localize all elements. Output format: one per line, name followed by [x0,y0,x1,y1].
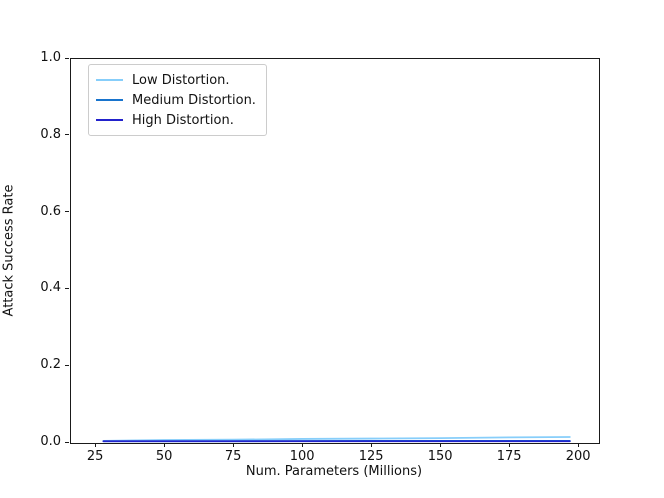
legend-row: High Distortion. [96,110,256,130]
plot-lines [102,436,571,443]
x-axis-label: Num. Parameters (Millions) [245,464,423,479]
x-tick-mark [94,443,96,447]
series-line [102,436,571,442]
legend-label: High Distortion. [132,112,234,128]
y-tick-label: 0.6 [40,203,61,219]
legend: Low Distortion. Medium Distortion. High Di… [88,64,267,136]
legend-row: Low Distortion. [96,70,256,90]
x-tick-label: 200 [565,449,591,464]
y-tick-mark [65,287,69,289]
x-tick-label: 25 [86,449,104,464]
y-tick-mark [65,134,69,136]
y-tick-label: 0.2 [40,357,61,373]
y-tick-label: 0.8 [40,126,61,142]
legend-label: Medium Distortion. [132,92,256,108]
x-tick-label: 75 [224,449,242,464]
y-tick-mark [65,441,69,443]
legend-swatch-line [96,79,123,81]
legend-label: Low Distortion. [132,72,230,88]
x-tick-mark [232,443,234,447]
x-tick-mark [301,443,303,447]
x-tick-label: 50 [155,449,173,464]
x-tick-mark [370,443,372,447]
x-tick-mark [577,443,579,447]
x-tick-label: 150 [427,449,453,464]
y-tick-label: 0.4 [40,280,61,296]
legend-swatch-line [96,119,123,121]
x-tick-mark [508,443,510,447]
y-tick-label: 0.0 [40,434,61,449]
y-axis-label: Attack Success Rate [1,184,17,317]
x-tick-label: 125 [358,449,384,464]
y-tick-mark [65,57,69,59]
legend-row: Medium Distortion. [96,90,256,110]
y-tick-mark [65,364,69,366]
x-tick-mark [439,443,441,447]
legend-swatch-line [96,99,123,101]
x-tick-label: 100 [289,449,315,464]
y-tick-mark [65,211,69,213]
x-tick-label: 175 [496,449,522,464]
y-tick-label: 1.0 [40,50,61,65]
x-tick-mark [163,443,165,447]
